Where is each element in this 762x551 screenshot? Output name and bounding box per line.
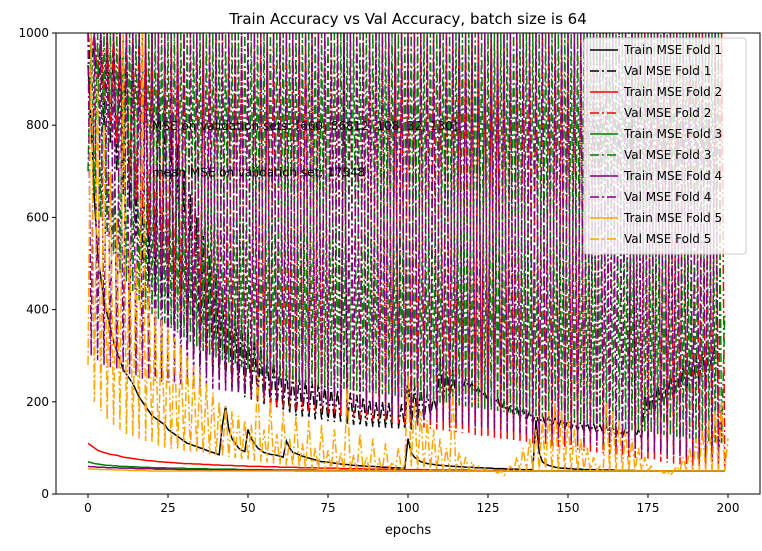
- legend-label-8: Val MSE Fold 4: [624, 190, 711, 204]
- x-tick-label: 100: [397, 501, 420, 515]
- x-tick-label: 0: [84, 501, 92, 515]
- series-line-4: [87, 33, 726, 471]
- y-tick-label: 800: [26, 118, 49, 132]
- y-tick-label: 1000: [18, 26, 49, 40]
- x-axis-label: epochs: [385, 523, 432, 538]
- series-line-6: [87, 33, 726, 444]
- series-line-10: [87, 33, 729, 477]
- x-tick-label: 200: [717, 501, 740, 515]
- legend-label-1: Train MSE Fold 1: [623, 43, 722, 57]
- series-line-9: [87, 467, 725, 472]
- y-tick-label: 0: [41, 487, 49, 501]
- legend-label-2: Val MSE Fold 1: [624, 64, 711, 78]
- legend-label-4: Val MSE Fold 2: [624, 106, 711, 120]
- legend-label-10: Val MSE Fold 5: [624, 232, 711, 246]
- y-tick-label: 200: [26, 395, 49, 409]
- legend: Train MSE Fold 1 Val MSE Fold 1 Train MSE …: [583, 37, 747, 255]
- series-line-8: [87, 33, 723, 462]
- legend-label-7: Train MSE Fold 4: [623, 169, 722, 183]
- legend-label-6: Val MSE Fold 3: [624, 148, 711, 162]
- legend-box: [583, 37, 747, 255]
- x-tick-label: 50: [240, 501, 255, 515]
- x-tick-label: 125: [477, 501, 500, 515]
- legend-label-9: Train MSE Fold 5: [623, 211, 722, 225]
- chart-title: Train Accuracy vs Val Accuracy, batch si…: [228, 10, 587, 28]
- series-layer: [87, 33, 729, 477]
- y-tick-label: 400: [26, 303, 49, 317]
- x-tick-label: 25: [160, 501, 175, 515]
- axes-layer: 0 25 50 75 100 125 150 175 200 0 200 400 600 800 1000: [18, 26, 739, 515]
- annotation-layer: MSE on validation sets: [660, 86812, 108…: [152, 119, 458, 179]
- y-tick-label: 600: [26, 210, 49, 224]
- annotation-text-1: MSE on validation sets: [660, 86812, 108…: [152, 119, 458, 133]
- legend-label-5: Train MSE Fold 3: [623, 127, 722, 141]
- x-tick-label: 175: [637, 501, 660, 515]
- annotation-text-2: mean MSE on validation set: 17548: [152, 165, 365, 179]
- x-tick-label: 150: [557, 501, 580, 515]
- legend-label-3: Train MSE Fold 2: [623, 85, 722, 99]
- x-tick-label: 75: [320, 501, 335, 515]
